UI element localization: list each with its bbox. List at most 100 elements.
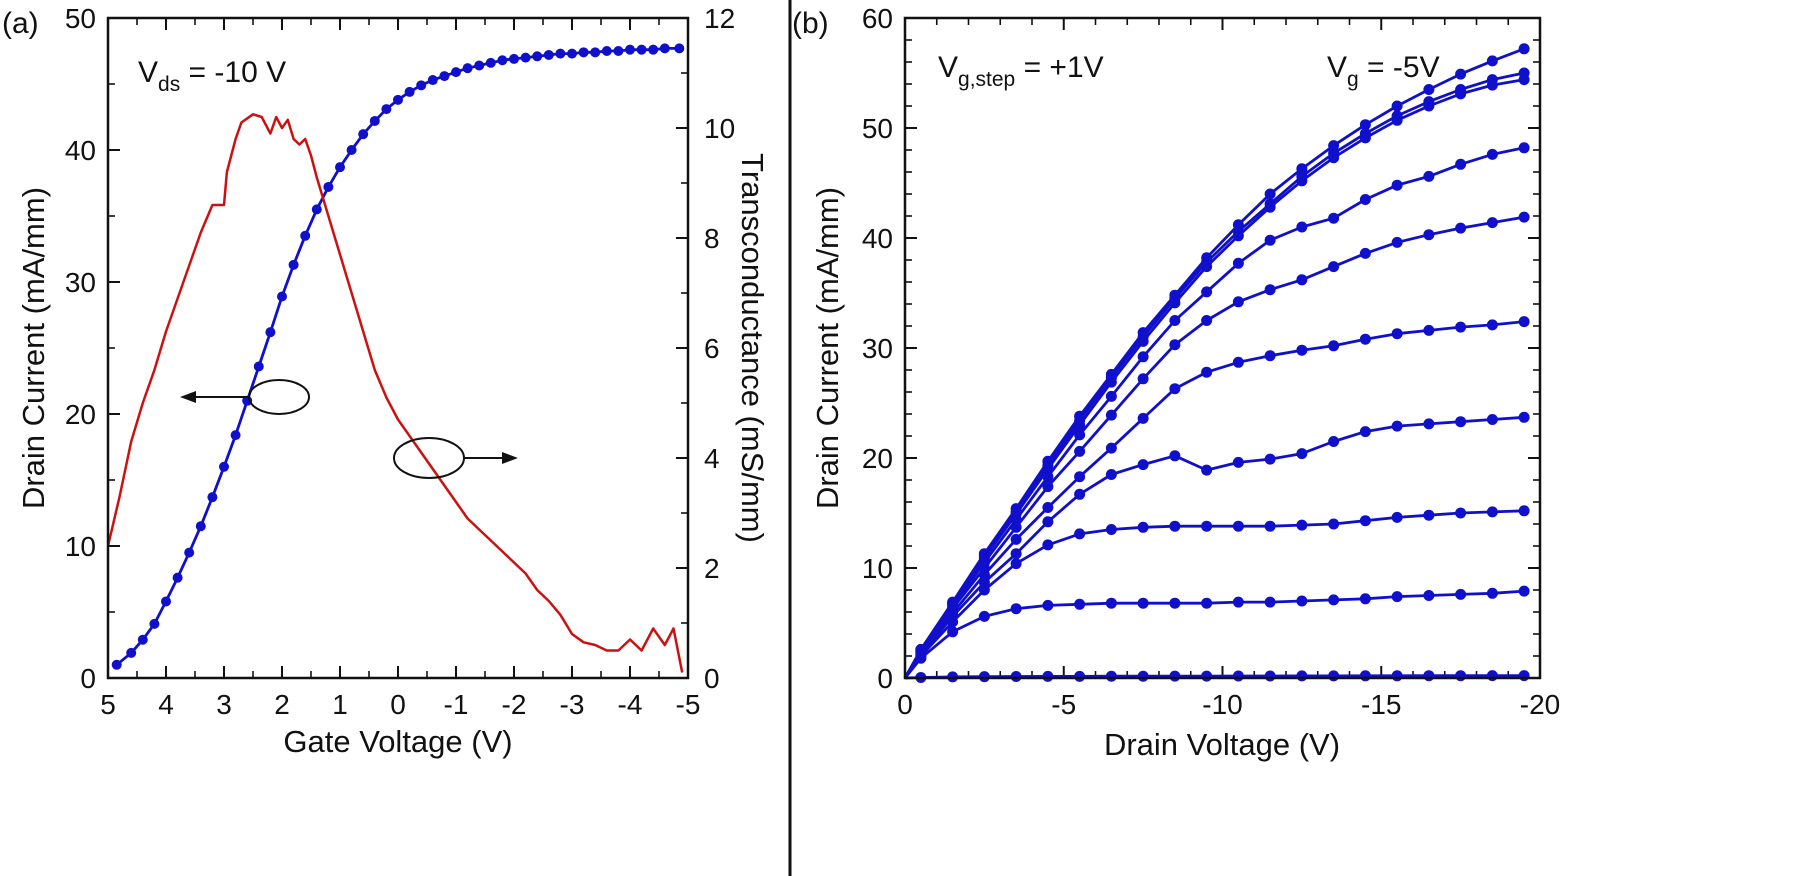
output-curve-point bbox=[1232, 456, 1244, 468]
output-curve-point bbox=[978, 569, 990, 581]
panel-a-y2-tick-label: 4 bbox=[704, 443, 720, 474]
output-curve bbox=[903, 415, 1525, 679]
output-curve-point bbox=[1359, 333, 1371, 345]
output-curve-point bbox=[1423, 84, 1435, 95]
drain-current-point bbox=[451, 67, 461, 78]
panel-b-label: (b) bbox=[792, 7, 829, 40]
output-curve-point bbox=[1518, 142, 1530, 154]
panel-a-x-tick-label: -1 bbox=[444, 689, 469, 720]
output-curve-point bbox=[1137, 412, 1149, 424]
output-curve-point bbox=[1074, 445, 1086, 457]
panel-a-x-tick-label: 3 bbox=[216, 689, 232, 720]
output-curve-point bbox=[1455, 158, 1467, 170]
output-curve-point bbox=[1296, 175, 1308, 187]
output-curve-point bbox=[1169, 383, 1181, 395]
output-curve-point bbox=[1201, 366, 1213, 378]
output-curve-point bbox=[1296, 670, 1308, 682]
drain-current-point bbox=[393, 94, 403, 105]
output-curve bbox=[903, 71, 1525, 679]
drain-current-point bbox=[358, 129, 369, 140]
panel-a-x-tick-label: -2 bbox=[502, 689, 527, 720]
output-curve-point bbox=[1296, 221, 1308, 233]
panel-a-y2-tick-label: 10 bbox=[704, 113, 735, 144]
right-axis-arrowhead bbox=[502, 452, 518, 464]
vg-step-annotation: Vg,step = +1V bbox=[938, 51, 1104, 91]
output-curve-point bbox=[1232, 356, 1244, 368]
output-curve-point bbox=[1423, 418, 1435, 430]
drain-current-point bbox=[346, 145, 357, 155]
output-curve-point bbox=[1232, 296, 1244, 308]
panel-a-x-tick-label: -4 bbox=[618, 689, 643, 720]
output-curve-point bbox=[1328, 152, 1340, 164]
drain-current-point bbox=[659, 43, 670, 54]
drain-current-point bbox=[369, 115, 380, 126]
output-curve-point bbox=[1264, 234, 1276, 246]
output-curve-point bbox=[1137, 351, 1149, 363]
output-curve-point bbox=[1137, 521, 1149, 533]
output-curve-point bbox=[1423, 229, 1435, 241]
output-curve-point bbox=[1423, 670, 1435, 682]
drain-current-point bbox=[497, 55, 508, 66]
output-curve-point bbox=[1201, 670, 1213, 682]
left-axis-ellipse bbox=[248, 379, 310, 415]
output-curve-point bbox=[1518, 74, 1530, 86]
panel-a-y2-tick-label: 12 bbox=[704, 3, 735, 34]
panel-a-x-tick-label: 4 bbox=[158, 689, 174, 720]
panel-a-y2-axis-label: Transconductance (mS/mm) bbox=[735, 153, 770, 543]
drain-current-point bbox=[300, 230, 311, 241]
output-curve-point bbox=[1391, 179, 1403, 191]
output-curve-point bbox=[1455, 321, 1467, 333]
drain-current-point bbox=[578, 47, 589, 58]
output-curve-point bbox=[1010, 670, 1022, 682]
output-curve-point bbox=[1232, 670, 1244, 682]
output-curve-point bbox=[1042, 516, 1054, 528]
panel-b-y-tick-label: 30 bbox=[862, 333, 893, 364]
drain-current-point bbox=[230, 430, 241, 441]
panel-a-y-tick-label: 20 bbox=[65, 399, 96, 430]
output-curve-point bbox=[1105, 670, 1117, 682]
panel-b-y-tick-label: 50 bbox=[862, 113, 893, 144]
output-curve-point bbox=[1296, 448, 1308, 460]
panel-b-x-tick-label: -20 bbox=[1520, 689, 1560, 720]
output-curve-point bbox=[1518, 211, 1530, 223]
drain-current-point bbox=[126, 647, 137, 658]
panel-a-y-tick-label: 50 bbox=[65, 3, 96, 34]
output-curve-point bbox=[1010, 603, 1022, 615]
output-curve-point bbox=[1169, 450, 1181, 462]
output-curve-point bbox=[1518, 411, 1530, 423]
output-curve-point bbox=[1296, 344, 1308, 356]
output-curve-point bbox=[1169, 520, 1181, 532]
vg-annotation-rest: = -5V bbox=[1359, 51, 1440, 84]
drain-current-point bbox=[555, 48, 566, 59]
panel-b-y-tick-label: 10 bbox=[862, 553, 893, 584]
output-curve-point bbox=[1201, 464, 1213, 476]
output-curve-point bbox=[1074, 471, 1086, 483]
panel-b-y-tick-label: 60 bbox=[862, 3, 893, 34]
left-axis-arrowhead bbox=[180, 391, 196, 403]
output-curve-point bbox=[1518, 43, 1530, 55]
output-curve-point bbox=[1518, 670, 1530, 682]
output-curve-point bbox=[1105, 597, 1117, 609]
output-curve-point bbox=[1042, 502, 1054, 513]
panel-b-x-tick-label: -15 bbox=[1361, 689, 1401, 720]
output-curve-point bbox=[1105, 469, 1117, 480]
vg-step-annotation-sub: g,step bbox=[958, 68, 1015, 91]
panel-a-y2-tick-label: 8 bbox=[704, 223, 720, 254]
panel-b-axes bbox=[904, 17, 1541, 679]
drain-current-point bbox=[625, 44, 635, 55]
output-curve-point bbox=[1455, 222, 1467, 234]
output-curve-point bbox=[1328, 436, 1340, 447]
output-curve-point bbox=[1455, 507, 1467, 519]
drain-current-point bbox=[149, 618, 160, 629]
output-curve-point bbox=[978, 576, 990, 588]
output-curve-point bbox=[1169, 315, 1181, 326]
output-curve-point bbox=[1232, 257, 1244, 269]
output-curve-point bbox=[1359, 119, 1371, 131]
panel-a-y-axis-label: Drain Current (mA/mm) bbox=[16, 187, 51, 509]
output-curve-point bbox=[1042, 670, 1054, 682]
output-curve bbox=[903, 589, 1525, 679]
panel-a-y2-tick-label: 6 bbox=[704, 333, 720, 364]
right-axis-ellipse bbox=[393, 437, 465, 479]
output-curve-point bbox=[1074, 598, 1086, 610]
output-curve-point bbox=[1455, 416, 1467, 428]
